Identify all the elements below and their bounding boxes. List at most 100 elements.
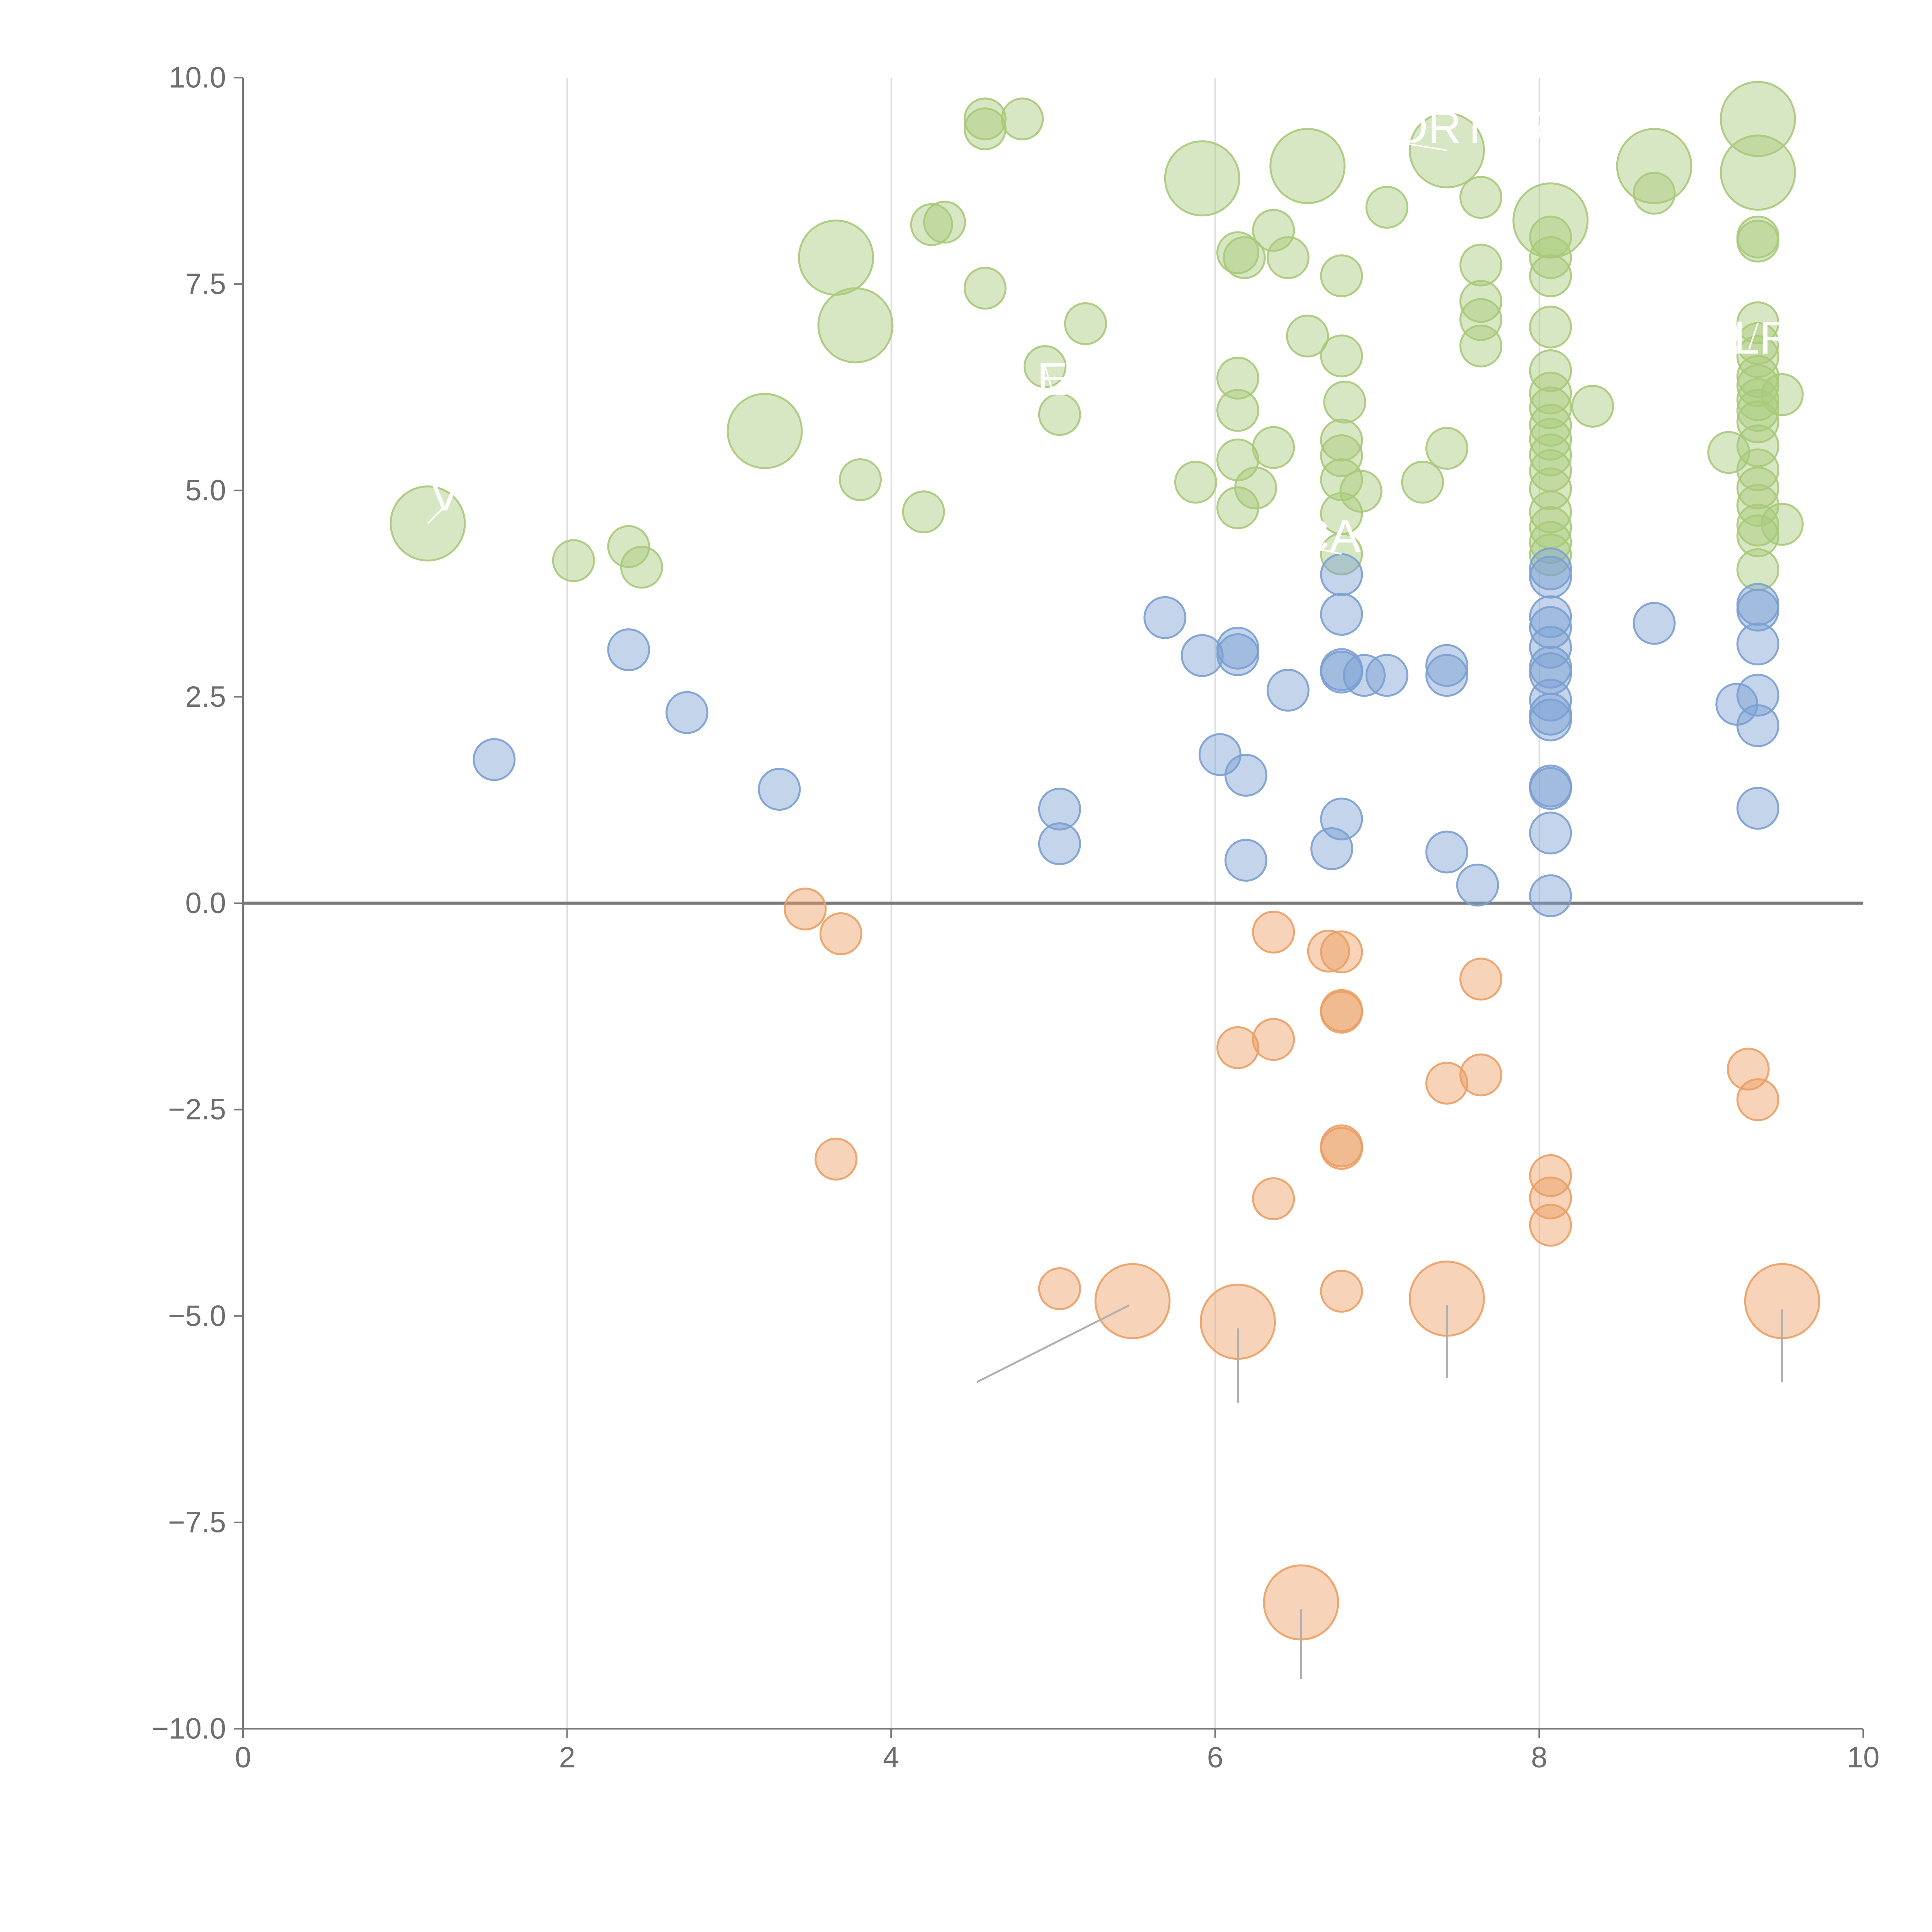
bubble-point [1266,236,1310,279]
bubble-point [1320,334,1363,378]
bubble-point [1320,1270,1363,1313]
x-tick-label: 8 [1531,1741,1547,1774]
annotation-leader [427,505,446,524]
bubble-point [1529,433,1572,476]
bubble-point [1529,467,1572,510]
bubble-layer [389,81,1820,1641]
bubble-point [963,97,1007,141]
bubble-point [963,107,1007,150]
annotation-label: EL [1037,353,1094,405]
bubble-point [1216,231,1260,274]
bubble-point [1459,957,1502,1001]
bubble-point [1529,1154,1572,1197]
bubble-point [1143,596,1187,639]
y-tick-label: −2.5 [168,1093,226,1126]
bubble-point [1224,838,1267,882]
bubble-point [1252,426,1295,469]
bubble-point [1459,1053,1502,1097]
bubble-point [1320,991,1363,1034]
bubble-point [1224,753,1267,797]
bubble-point [819,912,862,956]
bubble-point [1529,698,1572,742]
bubble-point [552,539,595,582]
bubble-point [1736,466,1779,510]
bubble-point [1736,622,1779,666]
bubble-point [1529,767,1572,810]
bubble-point [1529,490,1572,534]
y-tick-label: 7.5 [185,268,226,301]
bubble-point [1164,140,1240,217]
axis-layer: −10.0 −7.5 −5.0 −2.5 0.0 2.5 5.0 7.5 10.0 0 2 4 6 8 10 [152,61,1880,1774]
bubble-point [1234,466,1277,510]
bubble-point [620,546,663,589]
bubble-point [1529,521,1572,564]
bubble-point [815,1138,858,1181]
bubble-point [1459,243,1502,287]
bubble-point [1736,364,1779,407]
bubble-point [758,768,801,811]
bubble-point [1269,128,1346,204]
bubble-point [1529,874,1572,917]
label-layer: VE PORTAR LR EL CA [427,101,1793,562]
bubble-point [1529,418,1572,461]
annotation-label: PORTAR [1361,101,1550,153]
bubble-point [1001,97,1044,141]
bubble-point [817,287,894,364]
bubble-point [1310,827,1354,870]
bubble-point [1323,381,1366,424]
bubble-point [607,628,650,672]
bubble-point [1174,461,1217,504]
bubble-point [1320,418,1363,462]
bubble-point [726,393,803,469]
annotation-label: CA [1296,510,1361,562]
bubble-point [1529,556,1572,599]
bubble-point [1529,1204,1572,1247]
bubble-point [1529,254,1572,298]
bubble-point [1180,634,1224,677]
bubble-point [1425,830,1468,874]
bubble-point [1459,324,1502,367]
bubble-point [1529,595,1572,638]
bubble-point [1216,1026,1260,1069]
annotation-leader [1311,546,1342,555]
bubble-point [1216,357,1260,400]
bubble-point [1320,593,1363,636]
bubble-point [1529,811,1572,855]
bubble-point [1459,280,1502,323]
bubble-point [839,458,882,501]
bubble-point [1736,787,1779,830]
bubble-point [1736,389,1779,432]
bubble-point [1760,373,1804,416]
bubble-point [1736,588,1779,632]
bubble-point [1038,393,1081,436]
bubble-point [1736,219,1779,263]
y-tick-label: −10.0 [152,1713,226,1745]
bubble-point [1320,434,1363,478]
bubble-point [1216,633,1260,676]
bubble-point [1736,355,1779,398]
bubble-point [1719,134,1796,211]
x-tick-label: 2 [559,1741,575,1774]
bubble-point [963,267,1007,310]
x-tick-label: 10 [1847,1741,1880,1774]
bubble-point [1320,553,1363,596]
bubble-point [1365,185,1408,229]
bubble-point [1736,704,1779,747]
bubble-point [1038,1267,1081,1310]
x-tick-label: 6 [1207,1741,1223,1774]
bubble-point [1571,384,1614,428]
bubble-point [1252,1018,1295,1061]
bubble-point [1719,81,1796,157]
bubble-point [1223,236,1266,279]
bubble-point [1529,349,1572,392]
bubble-point [1343,654,1386,697]
bubble-point [798,219,874,296]
bubble-point [784,887,827,930]
annotation-leader [1748,322,1759,350]
bubble-point [1425,654,1468,697]
bubble-point [923,201,966,244]
bubble-point [1252,209,1295,252]
bubble-point [1633,602,1676,645]
bubble-point [1094,1263,1171,1339]
